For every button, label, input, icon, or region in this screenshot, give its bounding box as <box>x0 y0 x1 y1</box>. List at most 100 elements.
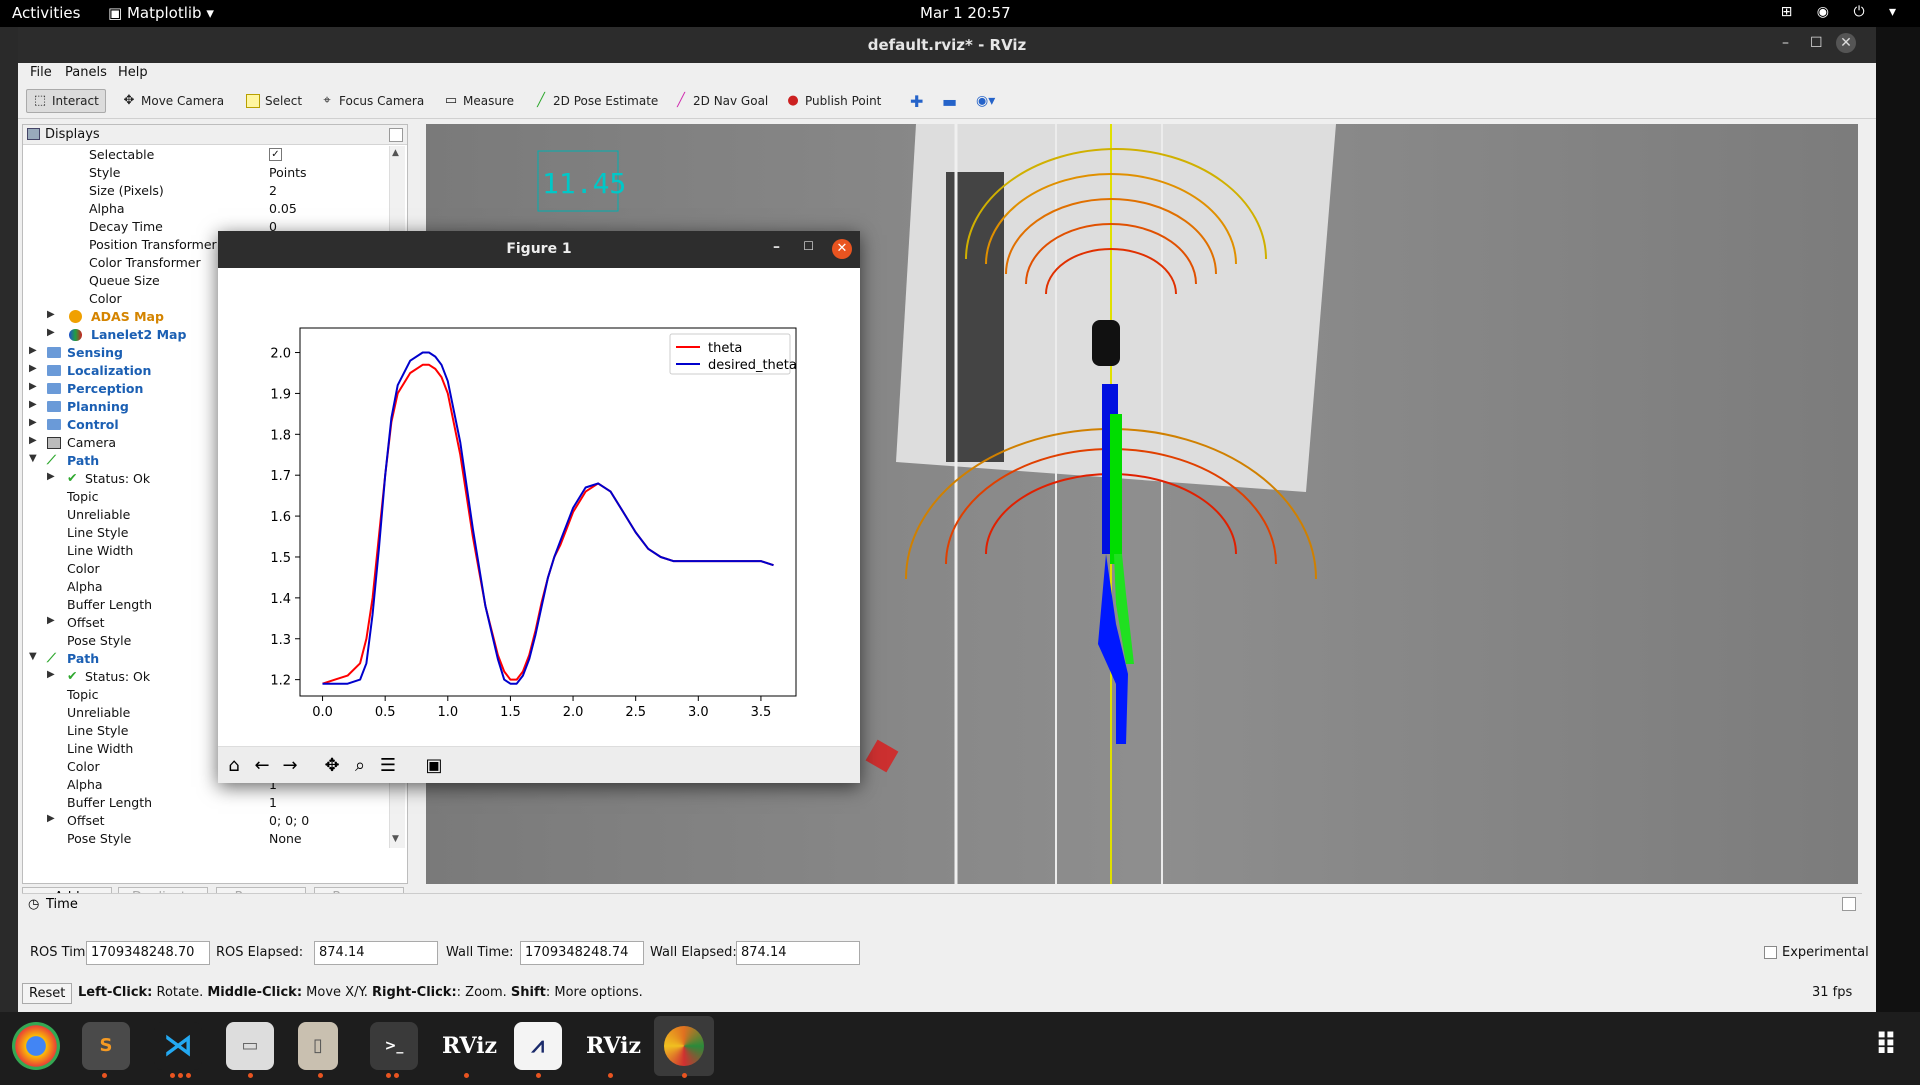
wall-elapsed-field[interactable]: 874.14 <box>736 941 860 965</box>
selectable-checkbox[interactable]: ✓ <box>269 148 282 161</box>
tree-row[interactable]: Line Style <box>23 524 389 542</box>
tree-row[interactable]: Line Style <box>23 722 389 740</box>
show-apps-icon[interactable]: ⠿ <box>1874 1028 1898 1063</box>
tree-item-status[interactable]: ▶ ✔ Status: Ok <box>23 470 389 488</box>
tree-row[interactable]: Alpha 0.05 <box>23 200 389 218</box>
prop-value[interactable]: Points <box>269 165 307 180</box>
float-panel-button[interactable] <box>389 128 403 142</box>
tree-item-lanelet2-map[interactable]: ▶ Lanelet2 Map <box>23 326 389 344</box>
zoom-icon[interactable]: ⌕ <box>354 755 366 776</box>
tree-row[interactable]: Color <box>23 560 389 578</box>
tree-item-perception[interactable]: ▶ Perception <box>23 380 389 398</box>
tree-row[interactable]: Color <box>23 758 389 776</box>
tree-item-path[interactable]: ▼ ⟋ Path <box>23 452 389 470</box>
reset-button[interactable]: Reset <box>22 983 73 1004</box>
expand-arrow-icon[interactable]: ▶ <box>47 327 55 338</box>
tree-row[interactable]: Color <box>23 290 389 308</box>
system-tray[interactable]: ⊞ ◉ ⏻ ▾ <box>1780 4 1906 20</box>
home-icon[interactable]: ⌂ <box>228 755 240 776</box>
pose-estimate-tool[interactable]: ╱ 2D Pose Estimate <box>528 89 664 113</box>
tree-row[interactable]: Topic <box>23 488 389 506</box>
prop-value[interactable]: 0.05 <box>269 201 297 216</box>
autoware-icon[interactable]: ⩘ <box>514 1022 562 1070</box>
prop-value[interactable]: None <box>269 831 302 846</box>
select-tool[interactable]: Select <box>240 89 308 113</box>
clock[interactable]: Mar 1 20:57 <box>920 4 1011 22</box>
menu-file[interactable]: File <box>30 65 52 80</box>
tree-item-sensing[interactable]: ▶ Sensing <box>23 344 389 362</box>
scroll-up-icon[interactable]: ▲ <box>392 148 399 158</box>
tree-row[interactable]: Alpha <box>23 578 389 596</box>
prop-value[interactable]: 0; 0; 0 <box>269 813 310 828</box>
tree-item-path[interactable]: ▼ ⟋ Path <box>23 650 389 668</box>
menu-panels[interactable]: Panels <box>65 65 107 80</box>
tree-row[interactable]: Unreliable <box>23 704 389 722</box>
app-menu[interactable]: ▣ Matplotlib ▾ <box>108 4 214 22</box>
maximize-icon[interactable]: ☐ <box>803 239 814 253</box>
close-icon[interactable]: ✕ <box>832 239 852 259</box>
expand-arrow-icon[interactable]: ▶ <box>47 471 55 482</box>
nav-goal-tool[interactable]: ╱ 2D Nav Goal <box>668 89 774 113</box>
terminal-icon[interactable]: >_ <box>370 1022 418 1070</box>
tree-row[interactable]: ▶ Offset 0; 0; 0 <box>23 812 389 830</box>
move-camera-tool[interactable]: ✥ Move Camera <box>116 89 230 113</box>
prop-value[interactable]: 0 <box>269 219 277 234</box>
ros-elapsed-field[interactable]: 874.14 <box>314 941 438 965</box>
figure-titlebar[interactable]: Figure 1 – ☐ ✕ <box>218 231 860 268</box>
collapse-arrow-icon[interactable]: ▼ <box>29 651 37 662</box>
expand-arrow-icon[interactable]: ▶ <box>47 309 55 320</box>
tree-item-status[interactable]: ▶ ✔ Status: Ok <box>23 668 389 686</box>
tree-item-planning[interactable]: ▶ Planning <box>23 398 389 416</box>
scroll-down-icon[interactable]: ▼ <box>392 834 399 844</box>
chrome-icon[interactable] <box>12 1022 60 1070</box>
tree-row[interactable]: Buffer Length 1 <box>23 794 389 812</box>
vscode-icon[interactable]: ⋊ <box>154 1022 202 1070</box>
tree-row[interactable]: Selectable ✓ <box>23 146 389 164</box>
tree-item-camera[interactable]: ▶ Camera <box>23 434 389 452</box>
tree-row[interactable]: Pose Style None <box>23 830 389 846</box>
tree-item-localization[interactable]: ▶ Localization <box>23 362 389 380</box>
expand-arrow-icon[interactable]: ▶ <box>29 435 37 446</box>
tree-row[interactable]: Pose Style <box>23 632 389 650</box>
minimize-icon[interactable]: – <box>1782 35 1789 51</box>
tree-row[interactable]: Unreliable <box>23 506 389 524</box>
expand-arrow-icon[interactable]: ▶ <box>29 381 37 392</box>
files-icon[interactable]: ▭ <box>226 1022 274 1070</box>
rviz-icon[interactable]: RViz <box>586 1033 642 1059</box>
remove-tool-button[interactable]: ▬ <box>936 89 963 113</box>
ros-time-field[interactable]: 1709348248.70 <box>86 941 210 965</box>
tree-row[interactable]: Line Width <box>23 740 389 758</box>
window-titlebar[interactable]: default.rviz* - RViz – ☐ ✕ <box>18 27 1876 63</box>
sublime-icon[interactable]: S <box>82 1022 130 1070</box>
measure-tool[interactable]: ▭ Measure <box>438 89 520 113</box>
float-panel-button[interactable] <box>1842 897 1856 911</box>
expand-arrow-icon[interactable]: ▶ <box>29 417 37 428</box>
expand-arrow-icon[interactable]: ▶ <box>47 813 55 824</box>
interact-tool[interactable]: ⬚ Interact <box>26 89 106 113</box>
prop-value[interactable]: 2 <box>269 183 277 198</box>
tree-item-control[interactable]: ▶ Control <box>23 416 389 434</box>
prop-value[interactable]: 1 <box>269 777 277 792</box>
forward-arrow-icon[interactable]: → <box>282 755 298 776</box>
tree-row[interactable]: ▶ Offset <box>23 614 389 632</box>
add-tool-button[interactable]: ✚ <box>904 89 929 113</box>
tree-row[interactable]: Line Width <box>23 542 389 560</box>
tree-row[interactable]: Topic <box>23 686 389 704</box>
tree-row[interactable]: Size (Pixels) 2 <box>23 182 389 200</box>
expand-arrow-icon[interactable]: ▶ <box>29 399 37 410</box>
expand-arrow-icon[interactable]: ▶ <box>29 363 37 374</box>
close-icon[interactable]: ✕ <box>1836 33 1856 53</box>
focus-camera-tool[interactable]: ⌖ Focus Camera <box>314 89 430 113</box>
pan-icon[interactable]: ✥ <box>324 755 340 776</box>
collapse-arrow-icon[interactable]: ▼ <box>29 453 37 464</box>
minimize-icon[interactable]: – <box>773 239 780 255</box>
experimental-checkbox[interactable] <box>1764 946 1777 959</box>
tree-row[interactable]: Decay Time 0 <box>23 218 389 236</box>
view-options-button[interactable]: ◉▾ <box>970 89 1001 113</box>
wall-time-field[interactable]: 1709348248.74 <box>520 941 644 965</box>
tree-item-adas-map[interactable]: ▶ ADAS Map <box>23 308 389 326</box>
tree-row[interactable]: Style Points <box>23 164 389 182</box>
prop-value[interactable]: 1 <box>269 795 277 810</box>
expand-arrow-icon[interactable]: ▶ <box>29 345 37 356</box>
tree-row[interactable]: Alpha 1 <box>23 776 389 794</box>
